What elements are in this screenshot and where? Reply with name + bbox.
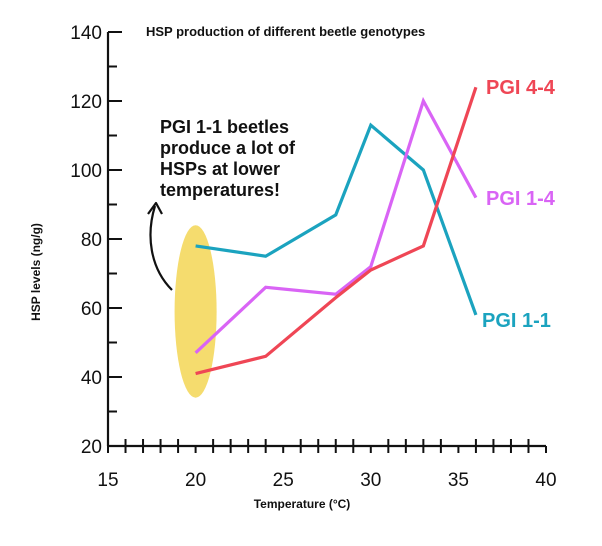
series-label-pgi-1-1: PGI 1-1 [482, 310, 551, 332]
annotation-line-3: HSPs at lower [160, 159, 280, 179]
series-lines [194, 86, 478, 376]
y-axis-label: HSP levels (ng/g) [29, 223, 43, 321]
series-line-pgi-4-4 [195, 86, 478, 376]
series-label-pgi-4-4: PGI 4-4 [486, 77, 556, 99]
annotation-arrow [149, 205, 173, 291]
x-axis-label: Temperature (°C) [254, 497, 351, 511]
highlight-ellipse [174, 225, 217, 398]
y-tick-label: 100 [70, 161, 102, 182]
y-tick-label: 120 [70, 92, 102, 113]
chart-title: HSP production of different beetle genot… [146, 24, 425, 39]
x-tick-label: 25 [273, 470, 294, 491]
x-tick-label: 30 [360, 470, 381, 491]
annotation-arrowhead [147, 201, 163, 215]
x-tick-label: 40 [535, 470, 556, 491]
annotation-line-2: produce a lot of [160, 138, 296, 158]
y-tick-label: 40 [81, 368, 102, 389]
y-tick-label: 60 [81, 299, 102, 320]
y-tick-label: 80 [81, 230, 102, 251]
x-tick-label: 15 [97, 470, 118, 491]
series-labels: PGI 1-1 PGI 1-4 PGI 4-4 [482, 77, 556, 332]
series-line-pgi-1-4 [194, 96, 478, 355]
x-axis: 15 20 25 30 35 40 [97, 439, 557, 491]
series-line-pgi-1-1 [195, 122, 478, 316]
x-tick-label: 35 [448, 470, 469, 491]
annotation-line-1: PGI 1-1 beetles [160, 117, 289, 137]
annotation-text: PGI 1-1 beetles produce a lot of HSPs at… [160, 117, 296, 200]
y-axis: 20 40 60 80 100 120 140 [70, 23, 122, 458]
y-tick-label: 140 [70, 23, 102, 44]
series-label-pgi-1-4: PGI 1-4 [486, 188, 556, 210]
y-tick-label: 20 [81, 437, 102, 458]
x-tick-label: 20 [185, 470, 206, 491]
annotation-line-4: temperatures! [160, 180, 280, 200]
